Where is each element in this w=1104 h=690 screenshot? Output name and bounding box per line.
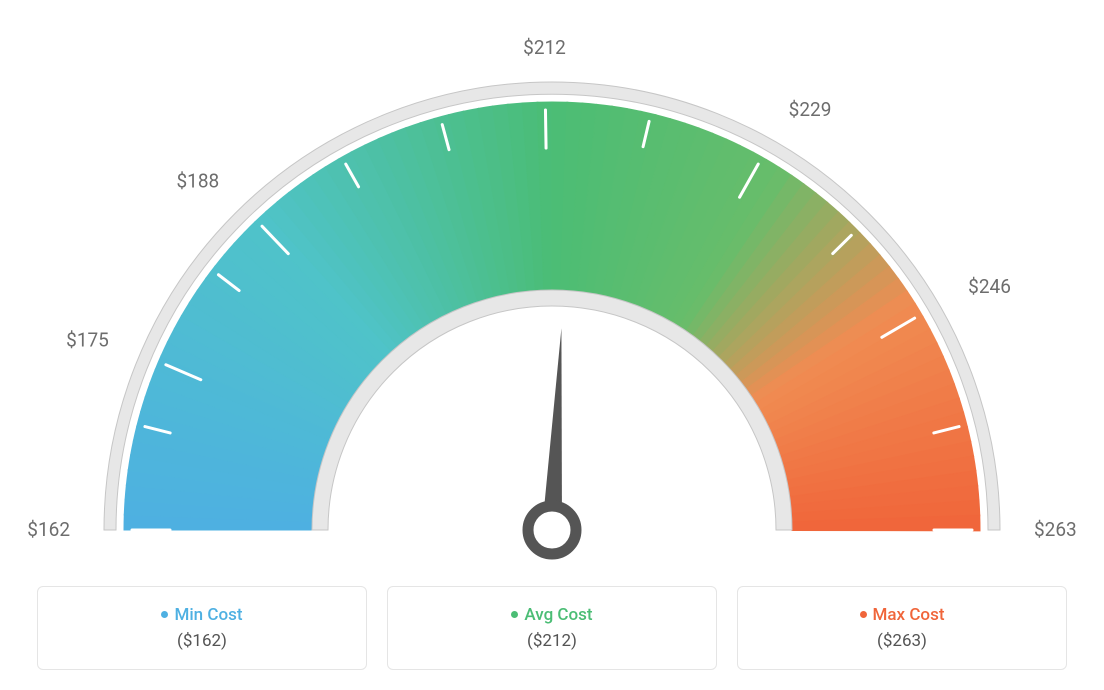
- legend-dot-icon: [511, 611, 518, 618]
- legend-card-avg-cost: Avg Cost ($212): [387, 586, 717, 670]
- gauge-tick-label: $229: [789, 98, 832, 121]
- legend-title-text: Avg Cost: [524, 605, 592, 625]
- legend-title: Max Cost: [758, 605, 1046, 625]
- legend-value: ($263): [758, 631, 1046, 651]
- legend-title-text: Max Cost: [873, 605, 945, 625]
- gauge-tick-label: $246: [968, 275, 1011, 298]
- legend-card-min-cost: Min Cost ($162): [37, 586, 367, 670]
- legend-value: ($212): [408, 631, 696, 651]
- gauge-tick-label: $162: [27, 518, 70, 541]
- gauge-svg: $162 $175 $188 $212 $229 $246 $263: [0, 20, 1104, 580]
- legend-dot-icon: [860, 611, 867, 618]
- legend-card-max-cost: Max Cost ($263): [737, 586, 1067, 670]
- legend-value: ($162): [58, 631, 346, 651]
- gauge-tick-label: $175: [66, 328, 109, 351]
- gauge-needle: [542, 328, 562, 530]
- legend-row: Min Cost ($162) Avg Cost ($212) Max Cost ($26…: [0, 586, 1104, 670]
- gauge-tick-label: $263: [1034, 518, 1077, 541]
- legend-dot-icon: [161, 611, 168, 618]
- legend-title: Min Cost: [58, 605, 346, 625]
- legend-title-text: Min Cost: [174, 605, 242, 625]
- cost-gauge-chart: $162 $175 $188 $212 $229 $246 $263: [0, 20, 1104, 580]
- gauge-tick-label: $188: [176, 169, 219, 192]
- legend-title: Avg Cost: [408, 605, 696, 625]
- gauge-tick-label: $212: [523, 36, 566, 59]
- gauge-needle-hub: [528, 506, 576, 554]
